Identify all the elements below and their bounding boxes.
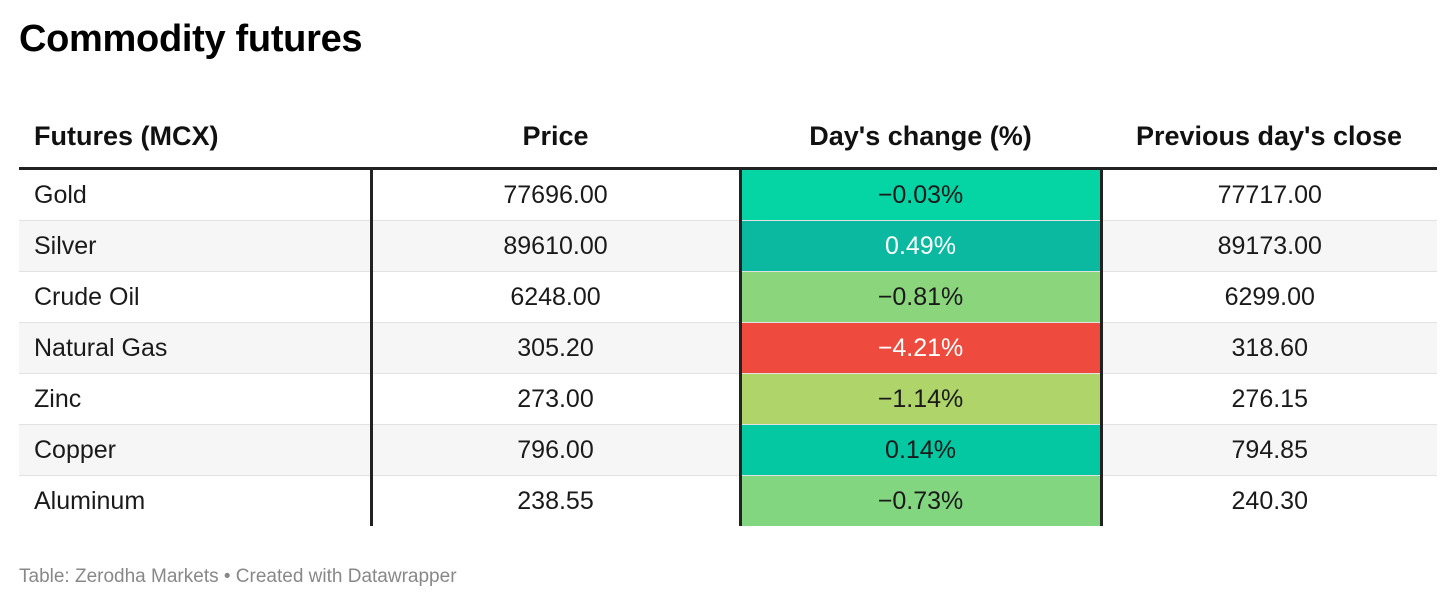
commodity-table: Futures (MCX) Price Day's change (%) Pre… [19,105,1437,526]
chart-title: Commodity futures [19,18,363,60]
cell-day-change: −0.81% [738,271,1101,323]
header-row: Futures (MCX) Price Day's change (%) Pre… [19,105,1437,170]
cell-futures-name: Copper [19,424,371,476]
cell-futures-name: Aluminum [34,486,146,515]
cell-prev-close: 318.60 [1099,322,1437,374]
cell-day-change: −0.03% [738,168,1101,221]
column-header-price[interactable]: Price [371,105,740,170]
cell-futures-name: Natural Gas [19,322,371,374]
cell-day-change: 0.14% [738,424,1101,476]
cell-day-change: −0.73% [738,475,1101,526]
cell-price: 6248.00 [369,271,740,323]
cell-futures-name: Silver [19,220,371,272]
cell-prev-close: 794.85 [1099,424,1437,476]
cell-futures-name: Crude Oil [19,271,371,323]
cell-prev-close: 240.30 [1099,475,1437,526]
cell-prev-close: 6299.00 [1099,271,1437,323]
cell-price: 273.00 [369,373,740,425]
cell-price: 89610.00 [369,220,740,272]
table-row: Silver 89610.00 0.49% 89173.00 [19,220,1437,272]
cell-day-change: −4.21% [738,322,1101,374]
cell-futures-name: Zinc [19,373,371,425]
table-row: Copper 796.00 0.14% 794.85 [19,424,1437,476]
table-row: Gold 77696.00 −0.03% 77717.00 [19,168,1437,221]
table-row: Zinc 273.00 −1.14% 276.15 [19,373,1437,425]
cell-price: 77696.00 [369,168,740,221]
cell-prev-close: 89173.00 [1099,220,1437,272]
table-body: Gold 77696.00 −0.03% 77717.00 Silver 89610.00… [19,168,1437,526]
cell-day-change: 0.49% [738,220,1101,272]
cell-futures-name: Gold [19,168,371,221]
cell-price: 305.20 [369,322,740,374]
source-footer: Table: Zerodha Markets • Created with Da… [19,566,457,587]
cell-prev-close: 276.15 [1099,373,1437,425]
table-row: Natural Gas 305.20 −4.21% 318.60 [19,322,1437,374]
table-row: Crude Oil 6248.00 −0.81% 6299.00 [19,271,1437,323]
table-row: Aluminum 238.55 −0.73% 240.30 [19,475,1437,526]
cell-price: 796.00 [369,424,740,476]
cell-prev-close: 77717.00 [1099,168,1437,221]
cell-day-change: −1.14% [738,373,1101,425]
cell-price: 238.55 [369,475,740,526]
column-header-prev-close[interactable]: Previous day's close [1101,105,1437,170]
column-header-change[interactable]: Day's change (%) [740,105,1101,170]
column-header-futures[interactable]: Futures (MCX) [19,105,371,170]
